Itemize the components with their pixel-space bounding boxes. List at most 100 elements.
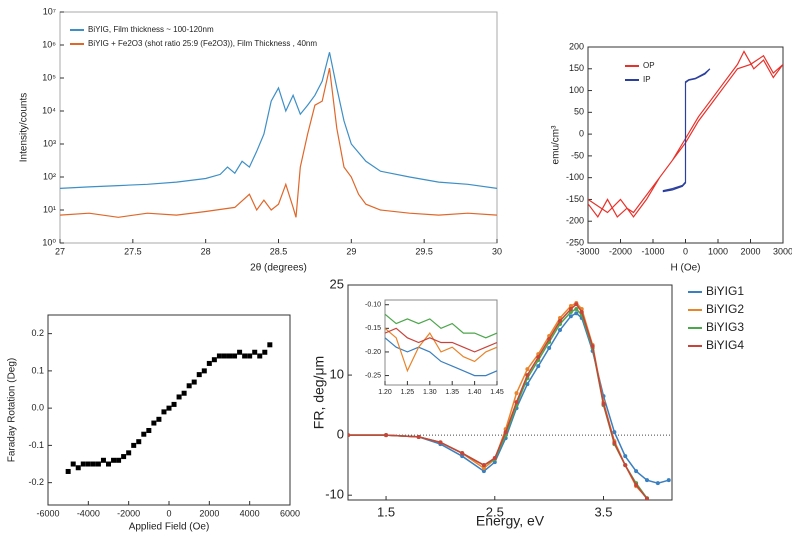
point <box>166 405 172 411</box>
point <box>116 457 122 463</box>
point <box>161 409 167 415</box>
y-tick-label: 10⁴ <box>42 105 56 115</box>
y-tick-label: -0.10 <box>365 302 381 309</box>
series-line <box>60 67 497 218</box>
x-tick-label: 30 <box>492 246 502 256</box>
point <box>171 401 177 407</box>
y-tick-label: 10³ <box>43 138 56 148</box>
point <box>186 383 192 389</box>
marker <box>547 346 552 351</box>
y-axis-label: Faraday Rotation (Deg) <box>7 358 18 463</box>
x-tick-label: -4000 <box>77 508 100 518</box>
y-tick-label: -250 <box>566 237 584 247</box>
x-tick-label: 1.45 <box>490 389 504 396</box>
y-tick-label: 150 <box>569 63 584 73</box>
x-axis-label: Applied Field (Oe) <box>129 522 210 533</box>
marker <box>481 463 486 468</box>
marker <box>623 463 628 468</box>
point <box>262 349 268 355</box>
x-tick-label: 1.25 <box>401 389 415 396</box>
x-tick-label: 29 <box>346 246 356 256</box>
x-tick-label: 6000 <box>280 508 300 518</box>
y-tick-label: 10 <box>330 367 344 382</box>
x-tick-label: 28 <box>201 246 211 256</box>
y-tick-label: -150 <box>566 194 584 204</box>
x-tick-label: 2000 <box>740 246 760 256</box>
series-line <box>60 52 497 189</box>
x-tick-label: -3000 <box>576 246 599 256</box>
x-axis-label: 2θ (degrees) <box>250 263 307 274</box>
marker <box>574 307 579 312</box>
point <box>257 353 263 359</box>
point <box>131 442 137 448</box>
marker <box>574 311 579 316</box>
legend-label: OP <box>643 61 655 70</box>
marker <box>558 328 563 333</box>
y-tick-label: 200 <box>569 41 584 51</box>
point <box>242 353 248 359</box>
x-tick-label: -2000 <box>117 508 140 518</box>
series-line <box>348 303 648 500</box>
x-axis-label: H (Oe) <box>671 263 701 274</box>
marker <box>558 319 563 324</box>
y-tick-label: 10⁵ <box>42 72 56 82</box>
marker <box>481 469 486 474</box>
x-tick-label: -6000 <box>36 508 59 518</box>
point <box>196 372 202 378</box>
point <box>126 450 132 456</box>
y-tick-label: -100 <box>566 172 584 182</box>
point <box>216 353 222 359</box>
x-tick-label: 3.5 <box>594 504 612 519</box>
plot-layer <box>65 342 273 474</box>
marker <box>492 455 497 460</box>
x-tick-label: 1.35 <box>445 389 459 396</box>
x-tick-label: 1.20 <box>378 389 392 396</box>
marker <box>644 478 649 483</box>
point <box>232 353 238 359</box>
point <box>206 360 212 366</box>
y-tick-label: -0.2 <box>28 477 44 487</box>
x-tick-label: 0 <box>166 508 171 518</box>
marker <box>568 314 573 319</box>
y-tick-label: -0.15 <box>365 325 381 332</box>
plot-layer <box>385 313 497 377</box>
legend-label: BiYIG, Film thickness ~ 100-120nm <box>88 25 214 34</box>
point <box>95 461 101 467</box>
point <box>90 461 96 467</box>
marker <box>438 440 443 445</box>
y-tick-label: 25 <box>330 276 344 291</box>
point <box>111 457 117 463</box>
series-line <box>385 337 497 377</box>
point <box>85 461 91 467</box>
marker <box>547 337 552 342</box>
x-axis-label: Energy, eV <box>476 513 545 529</box>
x-tick-label: 1.40 <box>468 389 482 396</box>
point <box>70 461 76 467</box>
series-line <box>385 327 497 353</box>
legend-label: IP <box>643 75 651 84</box>
y-tick-label: 100 <box>569 85 584 95</box>
x-tick-label: 0 <box>683 246 688 256</box>
x-tick-label: 3000 <box>773 246 792 256</box>
point <box>267 342 273 348</box>
point <box>75 465 81 471</box>
marker <box>492 460 497 465</box>
marker <box>634 469 639 474</box>
marker <box>574 302 579 307</box>
y-tick-label: 10² <box>43 171 56 181</box>
legend-label: BiYIG4 <box>706 338 744 352</box>
y-axis-label: emu/cm³ <box>551 125 562 165</box>
marker <box>590 344 595 349</box>
point <box>247 353 253 359</box>
marker <box>634 482 639 487</box>
plot-layer <box>348 301 671 500</box>
x-tick-label: -2000 <box>609 246 632 256</box>
legend-label: BiYIG1 <box>706 284 744 298</box>
point <box>201 368 207 374</box>
point <box>106 461 111 467</box>
marker <box>460 454 465 459</box>
series-line <box>348 312 669 484</box>
marker <box>579 310 584 315</box>
y-tick-label: 0.2 <box>31 328 44 338</box>
